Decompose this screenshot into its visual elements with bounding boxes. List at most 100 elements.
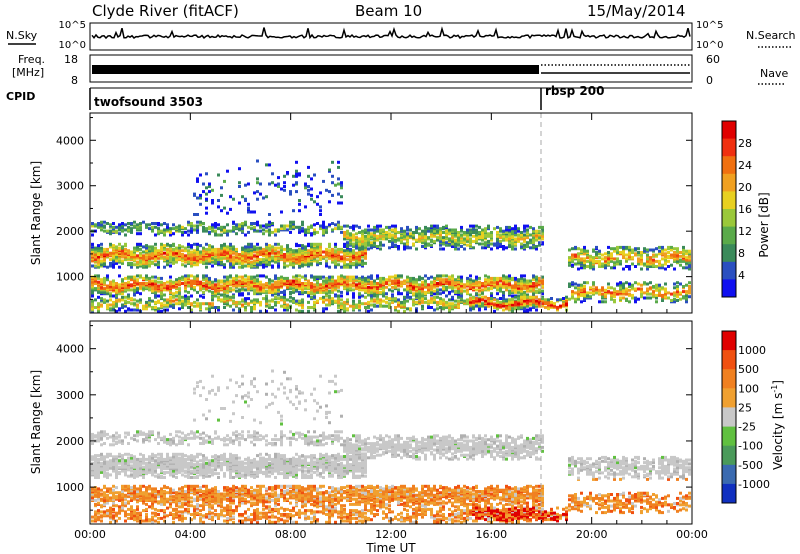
heatmap-cell: [382, 292, 385, 296]
heatmap-cell: [169, 233, 172, 237]
heatmap-cell: [460, 282, 463, 285]
heatmap-cell: [511, 242, 514, 246]
heatmap-cell: [319, 255, 322, 259]
heatmap-cell: [427, 242, 430, 246]
heatmap-cell: [94, 470, 97, 474]
heatmap-cell: [361, 234, 364, 238]
heatmap-cell: [490, 247, 493, 251]
heatmap-cell: [367, 238, 370, 242]
heatmap-cell: [409, 295, 412, 299]
heatmap-cell: [637, 287, 640, 291]
heatmap-cell: [643, 262, 646, 266]
heatmap-cell: [286, 279, 289, 283]
heatmap-cell: [418, 285, 421, 289]
heatmap-cell: [460, 275, 463, 279]
heatmap-cell: [328, 254, 331, 258]
heatmap-cell: [247, 242, 250, 246]
heatmap-cell: [139, 227, 142, 231]
heatmap-cell: [253, 259, 256, 263]
heatmap-cell: [631, 256, 634, 260]
heatmap-cell: [130, 275, 133, 279]
heatmap-cell: [658, 249, 661, 253]
heatmap-cell: [415, 228, 418, 232]
heatmap-cell: [616, 251, 619, 254]
heatmap-cell: [586, 291, 589, 295]
heatmap-cell: [526, 293, 529, 297]
power-ylabel: Slant Range [km]: [29, 161, 43, 265]
heatmap-cell: [301, 246, 304, 250]
heatmap-cell: [277, 242, 280, 246]
heatmap-cell: [502, 282, 505, 285]
heatmap-cell: [328, 265, 331, 269]
heatmap-cell: [124, 247, 127, 251]
heatmap-cell: [529, 279, 532, 283]
heatmap-cell: [238, 181, 241, 185]
heatmap-cell: [541, 297, 544, 300]
heatmap-cell: [193, 300, 196, 304]
heatmap-cell: [118, 288, 121, 292]
heatmap-cell: [538, 279, 541, 283]
heatmap-cell: [226, 294, 229, 298]
heatmap-cell: [205, 283, 208, 287]
heatmap-cell: [94, 459, 97, 463]
heatmap-cell: [223, 265, 226, 269]
heatmap-cell: [331, 181, 334, 185]
heatmap-cell: [295, 308, 298, 312]
heatmap-cell: [406, 307, 409, 311]
heatmap-cell: [319, 290, 322, 294]
heatmap-cell: [331, 160, 334, 164]
heatmap-cell: [349, 238, 352, 242]
heatmap-cell: [139, 274, 142, 278]
heatmap-cell: [262, 224, 265, 228]
heatmap-cell: [595, 251, 598, 254]
heatmap-cell: [406, 228, 409, 232]
heatmap-cell: [223, 282, 226, 285]
heatmap-cell: [256, 223, 259, 227]
heatmap-cell: [529, 299, 532, 303]
heatmap-cell: [178, 294, 181, 298]
heatmap-cell: [193, 253, 196, 256]
heatmap-cell: [625, 245, 628, 249]
heatmap-cell: [181, 259, 184, 263]
heatmap-cell: [508, 237, 511, 241]
heatmap-cell: [439, 299, 442, 303]
heatmap-cell: [295, 172, 298, 176]
heatmap-cell: [238, 265, 241, 269]
heatmap-cell: [223, 246, 226, 250]
heatmap-cell: [202, 246, 205, 250]
heatmap-cell: [340, 225, 343, 229]
heatmap-cell: [460, 233, 463, 237]
heatmap-cell: [136, 227, 139, 231]
heatmap-cell: [688, 291, 691, 295]
heatmap-cell: [475, 237, 478, 241]
heatmap-cell: [310, 187, 313, 191]
heatmap-cell: [427, 227, 430, 231]
heatmap-cell: [571, 290, 574, 294]
heatmap-cell: [184, 285, 187, 289]
heatmap-cell: [367, 275, 370, 279]
heatmap-cell: [529, 238, 532, 242]
heatmap-cell: [430, 280, 433, 284]
heatmap-cell: [535, 308, 538, 312]
heatmap-cell: [223, 279, 226, 283]
heatmap-cell: [508, 292, 511, 296]
heatmap-cell: [535, 302, 538, 306]
heatmap-cell: [628, 245, 631, 249]
heatmap-cell: [523, 233, 526, 237]
heatmap-cell: [322, 250, 325, 254]
heatmap-cell: [505, 275, 508, 279]
heatmap-cell: [373, 282, 376, 285]
heatmap-cell: [310, 288, 313, 292]
heatmap-cell: [520, 231, 523, 234]
heatmap-cell: [484, 229, 487, 233]
heatmap-cell: [529, 246, 532, 250]
heatmap-cell: [334, 183, 337, 187]
heatmap-cell: [481, 234, 484, 238]
heatmap-cell: [514, 276, 517, 280]
heatmap-cell: [112, 285, 115, 289]
heatmap-cell: [511, 227, 514, 231]
heatmap-cell: [478, 293, 481, 297]
heatmap-cell: [301, 227, 304, 231]
heatmap-cell: [349, 275, 352, 279]
heatmap-cell: [442, 236, 445, 240]
